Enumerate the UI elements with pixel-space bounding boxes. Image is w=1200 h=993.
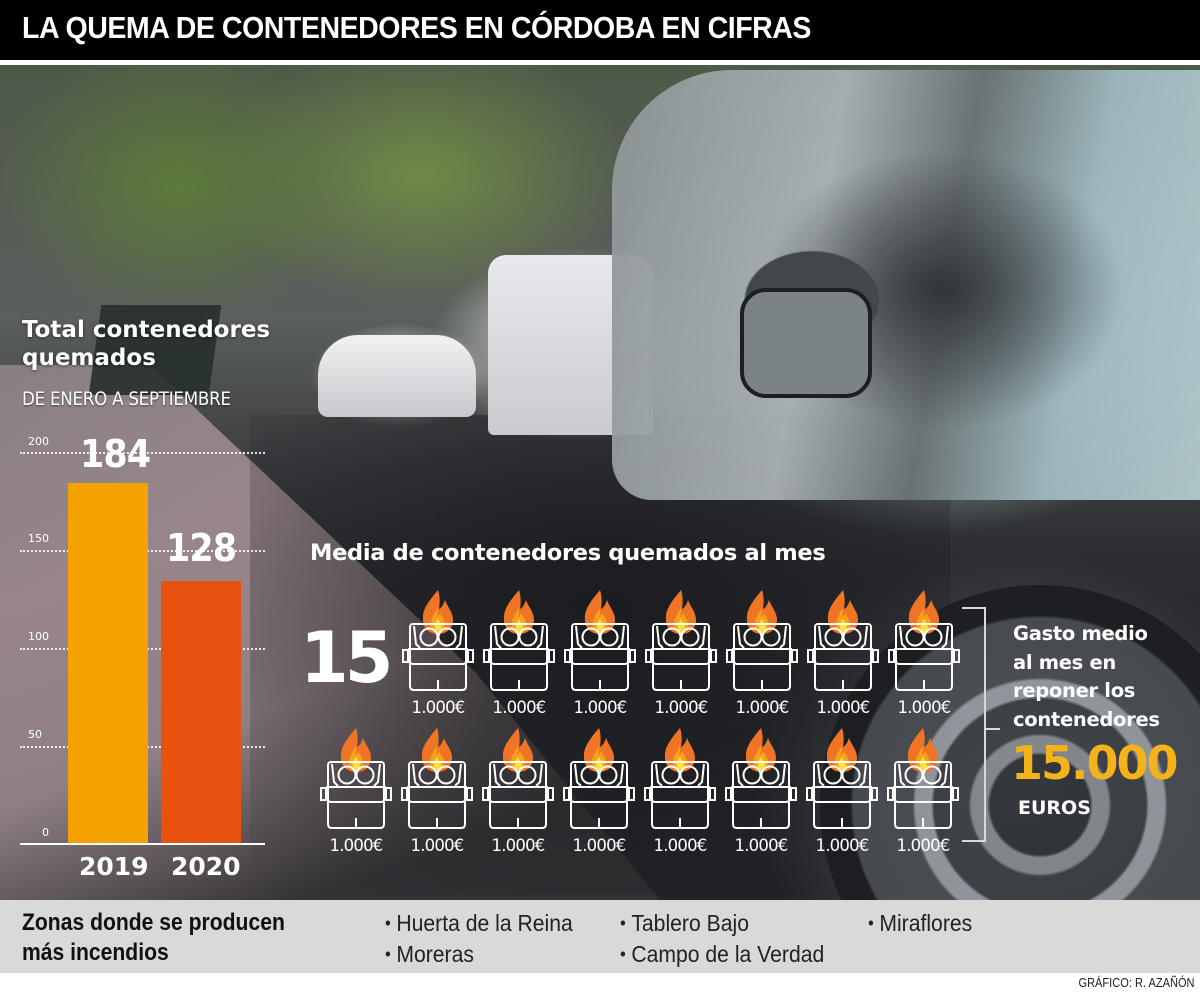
- gasto-label-line1: Gasto medio: [1013, 622, 1148, 645]
- bullet-icon: •: [620, 913, 626, 933]
- burning-container-item: 1.000€: [884, 586, 964, 717]
- burning-container-item: 1.000€: [478, 724, 558, 855]
- container-cost-label: 1.000€: [654, 698, 709, 717]
- gasto-label-line3: reponer los: [1013, 679, 1136, 702]
- zone-item: • Moreras: [385, 941, 474, 968]
- media-title: Media de contenedores quemados al mes: [310, 540, 826, 566]
- bullet-icon: •: [385, 944, 391, 964]
- container-cost-label: 1.000€: [491, 836, 546, 855]
- page-title: LA QUEMA DE CONTENEDORES EN CÓRDOBA EN C…: [22, 10, 812, 45]
- container-cost-label: 1.000€: [573, 698, 628, 717]
- gasto-label: Gasto medio al mes en reponer los conten…: [1013, 620, 1160, 734]
- burning-container-item: 1.000€: [560, 586, 640, 717]
- zone-label: Campo de la Verdad: [631, 941, 825, 967]
- chart-title-line2: quemados: [22, 345, 156, 371]
- x-axis-line: [20, 843, 265, 845]
- bullet-icon: •: [385, 913, 391, 933]
- burning-container-item: 1.000€: [316, 724, 396, 855]
- bar-value-2020: 128: [166, 526, 237, 570]
- gridline-200: [20, 452, 265, 454]
- media-value: 15: [300, 617, 393, 699]
- photo-fuel-cap: [740, 288, 872, 398]
- zone-label: Miraflores: [879, 910, 973, 936]
- container-cost-label: 1.000€: [410, 836, 465, 855]
- burning-container-item: 1.000€: [722, 586, 802, 717]
- x-label-2020: 2020: [171, 852, 241, 881]
- zone-item: • Campo de la Verdad: [620, 941, 824, 968]
- y-tick-150: 150: [28, 532, 49, 545]
- container-cost-label: 1.000€: [492, 698, 547, 717]
- zone-item: • Huerta de la Reina: [385, 910, 573, 937]
- container-cost-label: 1.000€: [816, 698, 871, 717]
- gasto-label-line2: al mes en: [1013, 650, 1116, 674]
- chart-title-line1: Total contenedores: [22, 317, 271, 343]
- bracket: [962, 607, 986, 842]
- zones-title-line1: Zonas donde se producen: [22, 909, 285, 936]
- bracket-tick: [986, 728, 1000, 730]
- container-cost-label: 1.000€: [572, 836, 627, 855]
- gasto-label-line4: contenedores: [1013, 707, 1160, 731]
- zone-label: Moreras: [396, 941, 474, 967]
- y-tick-50: 50: [28, 728, 42, 741]
- burning-container-item: 1.000€: [641, 586, 721, 717]
- zones-title-line2: más incendios: [22, 939, 169, 966]
- container-cost-label: 1.000€: [653, 836, 708, 855]
- photo-white-car: [318, 335, 476, 417]
- container-cost-label: 1.000€: [411, 698, 466, 717]
- burning-container-item: 1.000€: [397, 724, 477, 855]
- zone-label: Tablero Bajo: [631, 910, 749, 936]
- zone-label: Huerta de la Reina: [396, 910, 573, 936]
- container-cost-label: 1.000€: [897, 698, 952, 717]
- photo-burned-car: [612, 70, 1200, 500]
- burning-container-item: 1.000€: [883, 724, 963, 855]
- y-tick-0: 0: [42, 826, 49, 839]
- bullet-icon: •: [868, 913, 874, 933]
- credit: GRÁFICO: R. AZAÑÓN: [1078, 975, 1195, 990]
- burning-container-item: 1.000€: [802, 724, 882, 855]
- burning-container-item: 1.000€: [479, 586, 559, 717]
- bullet-icon: •: [620, 944, 626, 964]
- zone-item: • Miraflores: [868, 910, 972, 937]
- burning-container-item: 1.000€: [803, 586, 883, 717]
- container-cost-label: 1.000€: [896, 836, 951, 855]
- burning-container-item: 1.000€: [559, 724, 639, 855]
- burning-container-item: 1.000€: [721, 724, 801, 855]
- y-tick-100: 100: [28, 630, 49, 643]
- burning-container-item: 1.000€: [398, 586, 478, 717]
- container-cost-label: 1.000€: [329, 836, 384, 855]
- container-cost-label: 1.000€: [734, 836, 789, 855]
- header-bar: LA QUEMA DE CONTENEDORES EN CÓRDOBA EN C…: [0, 0, 1200, 60]
- y-tick-200: 200: [28, 435, 49, 448]
- bar-value-2019: 184: [80, 432, 151, 476]
- x-label-2019: 2019: [79, 852, 149, 881]
- chart-title: Total contenedores quemados: [22, 316, 270, 372]
- gasto-unit: EUROS: [1018, 797, 1091, 819]
- burning-container-item: 1.000€: [640, 724, 720, 855]
- zones-panel: Zonas donde se producen más incendios • H…: [0, 900, 1200, 973]
- zones-title: Zonas donde se producen más incendios: [22, 908, 285, 968]
- container-cost-label: 1.000€: [815, 836, 870, 855]
- gasto-value: 15.000: [1011, 736, 1179, 790]
- bar-2020: [161, 581, 241, 843]
- container-cost-label: 1.000€: [735, 698, 790, 717]
- zone-item: • Tablero Bajo: [620, 910, 749, 937]
- bar-2019: [68, 483, 148, 843]
- chart-subtitle: DE ENERO A SEPTIEMBRE: [22, 388, 231, 410]
